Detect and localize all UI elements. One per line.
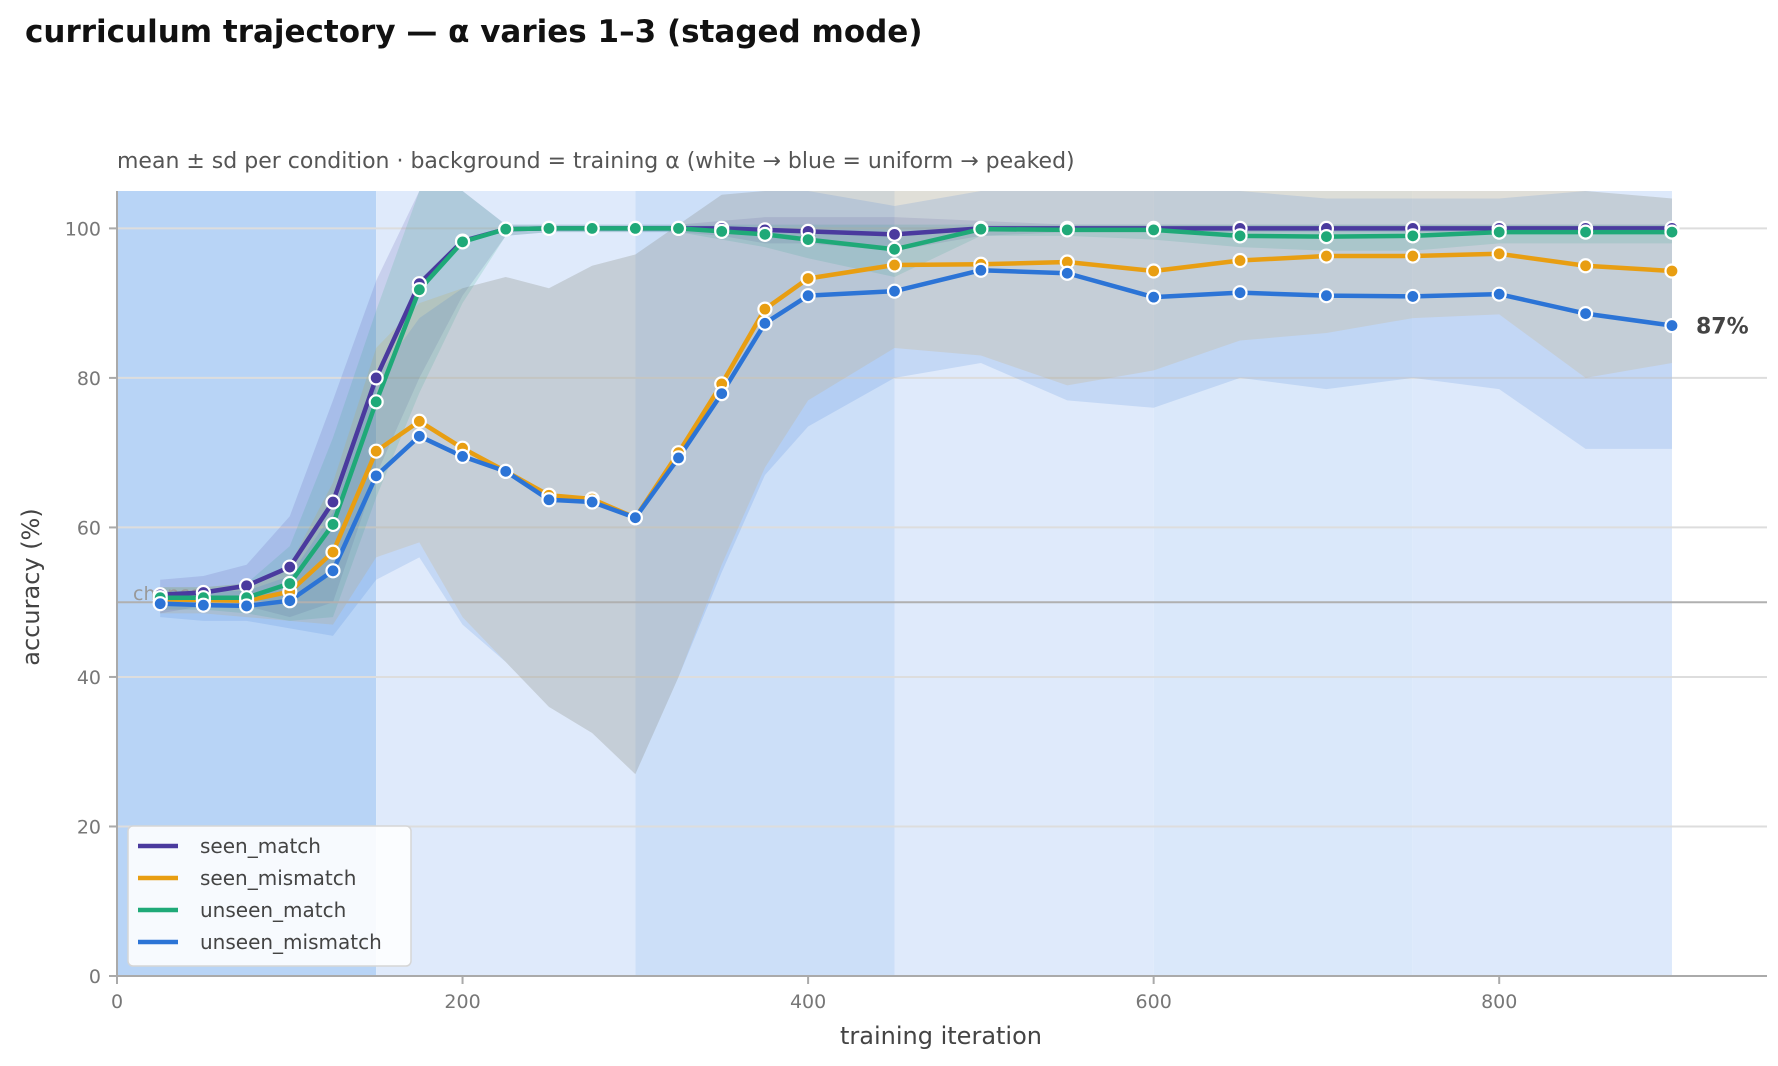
series-line-unseen_mismatch	[157, 267, 1675, 609]
point-unseen_mismatch-225	[498, 463, 514, 479]
point-seen_mismatch-700	[1318, 248, 1335, 264]
point-unseen_match-800	[1491, 224, 1507, 240]
point-unseen_match-500	[973, 221, 989, 237]
point-unseen_match-600	[1146, 222, 1162, 238]
point-unseen_mismatch-175	[411, 428, 427, 444]
y-tick-label-60: 60	[77, 517, 101, 539]
point-unseen_match-150	[368, 394, 384, 410]
legend-label-seen_mismatch: seen_mismatch	[200, 866, 356, 890]
point-seen_match-150	[368, 370, 384, 386]
y-axis-label: accuracy (%)	[17, 508, 45, 665]
point-seen_mismatch-800	[1491, 246, 1507, 262]
legend-box	[127, 825, 412, 967]
y-tick-label-80: 80	[77, 368, 101, 390]
sd-band-unseen_mismatch	[160, 191, 1672, 775]
point-unseen_match-225	[498, 221, 514, 237]
legend: seen_match seen_mismatch unseen_matchunsee…	[127, 825, 412, 967]
point-unseen_mismatch-800	[1491, 286, 1507, 302]
point-unseen_mismatch-350	[714, 386, 730, 402]
point-unseen_mismatch-750	[1405, 288, 1421, 305]
point-unseen_mismatch-25	[152, 596, 168, 612]
point-unseen_mismatch-50	[195, 597, 211, 613]
point-unseen_match-175	[411, 282, 427, 298]
legend-label-seen_match: seen_match	[200, 834, 321, 858]
point-unseen_mismatch-100	[282, 593, 298, 609]
sd-band-seen_mismatch	[160, 191, 1672, 775]
point-unseen_mismatch-500	[973, 262, 989, 278]
y-tick-label-20: 20	[77, 816, 101, 838]
point-seen_match-450	[886, 226, 903, 242]
x-tick-label-200: 200	[444, 991, 480, 1013]
legend-label-unseen_mismatch: unseen_mismatch	[200, 930, 382, 954]
point-seen_mismatch-400	[800, 270, 816, 287]
point-unseen_match-350	[714, 223, 730, 239]
legend-label-unseen_match: unseen_match	[200, 898, 346, 922]
point-unseen_match-300	[627, 220, 643, 236]
y-tick-label-100: 100	[65, 218, 101, 240]
y-tick-label-40: 40	[77, 667, 101, 689]
point-seen_mismatch-375	[757, 301, 773, 317]
point-unseen_match-325	[670, 220, 687, 236]
point-seen_mismatch-750	[1405, 248, 1421, 264]
series-line-seen_mismatch	[157, 251, 1675, 603]
point-seen_mismatch-175	[411, 413, 427, 429]
point-seen_mismatch-125	[325, 544, 341, 560]
point-unseen_match-250	[541, 220, 557, 236]
point-seen_match-125	[325, 494, 341, 510]
point-unseen_mismatch-850	[1577, 306, 1594, 322]
point-seen_mismatch-600	[1146, 263, 1162, 279]
point-unseen_match-200	[454, 234, 471, 250]
point-unseen_mismatch-200	[454, 448, 471, 465]
point-unseen_match-750	[1405, 228, 1421, 244]
point-seen_mismatch-650	[1232, 252, 1248, 269]
x-tick-label-400: 400	[790, 991, 826, 1013]
point-seen_mismatch-450	[886, 257, 903, 273]
point-unseen_mismatch-275	[584, 494, 600, 510]
point-unseen_match-400	[800, 231, 816, 248]
point-seen_mismatch-900	[1664, 263, 1680, 279]
point-unseen_mismatch-450	[886, 283, 903, 299]
y-tick-label-0: 0	[89, 966, 101, 988]
alpha-band-1	[376, 191, 636, 976]
point-unseen_match-450	[886, 241, 903, 257]
point-unseen_mismatch-150	[368, 468, 384, 484]
point-seen_match-100	[282, 559, 298, 575]
point-unseen_match-100	[282, 575, 298, 592]
point-unseen_match-550	[1059, 222, 1075, 238]
point-unseen_match-700	[1318, 229, 1335, 245]
chart-title: curriculum trajectory — α varies 1–3 (st…	[25, 14, 923, 50]
point-unseen_mismatch-75	[238, 598, 255, 614]
point-unseen_match-650	[1232, 228, 1248, 244]
alpha-band-3	[894, 191, 1154, 976]
point-unseen_mismatch-400	[800, 288, 816, 304]
x-tick-label-0: 0	[111, 991, 123, 1013]
point-unseen_match-900	[1664, 224, 1680, 240]
alpha-band-4	[1153, 191, 1413, 976]
chart-subtitle: mean ± sd per condition · background = t…	[117, 149, 1075, 174]
x-axis-label: training iteration	[840, 1022, 1042, 1050]
axes: 0 20 40 60 80 100 0 200 400 600 800	[65, 191, 1767, 1013]
point-unseen_mismatch-300	[627, 510, 643, 526]
point-unseen_mismatch-700	[1318, 288, 1335, 304]
point-seen_mismatch-850	[1577, 258, 1594, 274]
series-markers	[152, 220, 1680, 614]
point-unseen_match-850	[1577, 224, 1594, 240]
point-unseen_mismatch-550	[1059, 265, 1075, 281]
end-value-label: 87%	[1696, 315, 1749, 340]
point-seen_mismatch-150	[368, 443, 384, 459]
point-unseen_match-275	[584, 220, 600, 236]
point-unseen_match-375	[757, 226, 773, 242]
x-tick-label-800: 800	[1481, 991, 1517, 1013]
point-unseen_mismatch-375	[757, 315, 773, 331]
point-unseen_match-125	[325, 516, 341, 533]
point-unseen_mismatch-650	[1232, 285, 1248, 301]
point-unseen_mismatch-600	[1146, 289, 1162, 305]
point-unseen_mismatch-125	[325, 563, 341, 579]
point-unseen_mismatch-250	[541, 492, 557, 508]
x-tick-label-600: 600	[1136, 991, 1172, 1013]
point-unseen_mismatch-900	[1664, 317, 1680, 334]
point-unseen_mismatch-325	[670, 450, 687, 466]
